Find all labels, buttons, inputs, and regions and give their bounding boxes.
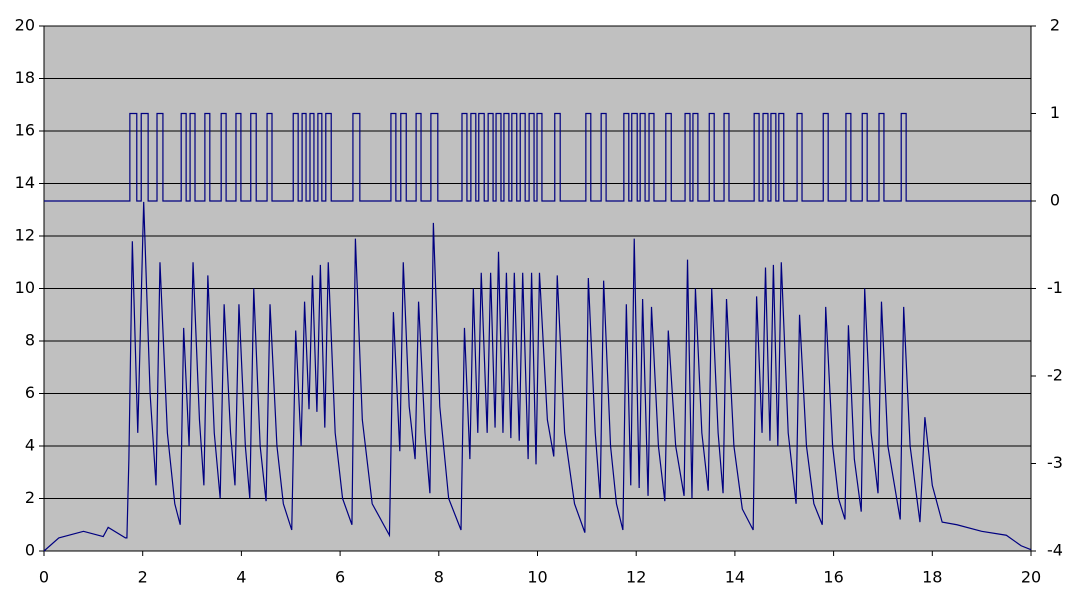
x-tick-label: 12 xyxy=(626,568,646,587)
y-tick-label: 20 xyxy=(15,16,35,35)
y-tick-label: 6 xyxy=(25,383,35,402)
x-tick-label: 16 xyxy=(823,568,843,587)
data-line xyxy=(43,201,1032,552)
y-tick-label: 16 xyxy=(15,121,35,140)
x-tick-label: 8 xyxy=(434,568,444,587)
x-tick-label: 14 xyxy=(725,568,745,587)
x-tick-label: 2 xyxy=(138,568,148,587)
y-tick-label: 14 xyxy=(15,173,35,192)
x-tick-label: 18 xyxy=(922,568,942,587)
y-tick-label: 2 xyxy=(25,488,35,507)
y-tick-label: 12 xyxy=(15,226,35,245)
y2-tick-label: 2 xyxy=(1050,16,1060,35)
y-tick-label: 4 xyxy=(25,436,35,455)
y2-tick-label: -4 xyxy=(1047,541,1063,560)
x-tick-label: 0 xyxy=(39,568,49,587)
x-tick-label: 20 xyxy=(1021,568,1041,587)
y-tick-label: 18 xyxy=(15,68,35,87)
y-tick-label: 10 xyxy=(15,278,35,297)
x-tick-label: 4 xyxy=(236,568,246,587)
y2-tick-label: -2 xyxy=(1047,366,1063,385)
x-tick-label: 10 xyxy=(527,568,547,587)
y2-tick-label: -1 xyxy=(1047,278,1063,297)
y-tick-label: 8 xyxy=(25,331,35,350)
data-line xyxy=(44,112,1031,202)
y2-tick-label: 0 xyxy=(1050,191,1060,210)
y-tick-label: 0 xyxy=(25,541,35,560)
y2-tick-label: 1 xyxy=(1050,103,1060,122)
y2-tick-label: -3 xyxy=(1047,453,1063,472)
x-tick-label: 6 xyxy=(335,568,345,587)
